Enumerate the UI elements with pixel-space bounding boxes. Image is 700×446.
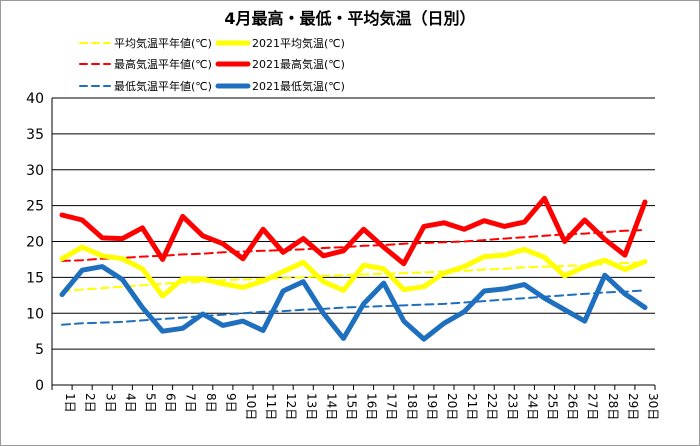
x-tick-label: 20日 xyxy=(445,393,459,420)
x-tick-label: 19日 xyxy=(425,393,439,420)
x-tick-label: 7日 xyxy=(184,393,198,413)
legend: 平均気温平年値(℃) 2021平均気温(℃) 最高気温平年値(℃) 2021最高気温(… xyxy=(79,36,345,93)
x-tick-label: 11日 xyxy=(264,393,278,420)
chart-title: 4月最高・最低・平均気温（日別） xyxy=(224,9,475,28)
plot-series xyxy=(59,195,648,342)
x-tick-label: 30日 xyxy=(646,393,660,420)
y-tick-label: 40 xyxy=(26,91,44,107)
x-tick-label: 16日 xyxy=(365,393,379,420)
y-tick-label: 30 xyxy=(26,163,44,179)
legend-label: 2021最高気温(℃) xyxy=(252,57,345,71)
x-tick-label: 18日 xyxy=(405,393,419,420)
x-tick-label: 21日 xyxy=(465,393,479,420)
y-tick-label: 5 xyxy=(35,342,44,358)
x-tick-label: 23日 xyxy=(505,393,519,420)
x-tick-label: 14日 xyxy=(324,393,338,420)
x-tick-label: 24日 xyxy=(525,393,539,420)
x-tick-label: 10日 xyxy=(244,393,258,420)
x-tick-label: 9日 xyxy=(224,393,238,413)
x-tick-label: 15日 xyxy=(344,393,358,420)
x-tick-label: 25日 xyxy=(545,393,559,420)
x-tick-label: 3日 xyxy=(103,393,117,413)
legend-label: 最低気温平年値(℃) xyxy=(114,79,212,93)
x-tick-label: 2日 xyxy=(83,393,97,413)
y-tick-label: 35 xyxy=(26,127,44,143)
series-line-3 xyxy=(59,195,648,267)
x-tick-label: 27日 xyxy=(586,393,600,420)
y-tick-label: 20 xyxy=(26,235,44,251)
x-tick-label: 8日 xyxy=(204,393,218,413)
legend-label: 最高気温平年値(℃) xyxy=(114,57,212,71)
series-line-1 xyxy=(59,244,648,299)
legend-label: 2021平均気温(℃) xyxy=(252,36,345,50)
x-tick-label: 13日 xyxy=(304,393,318,420)
y-tick-label: 10 xyxy=(26,306,44,322)
y-tick-label: 0 xyxy=(35,378,44,394)
x-tick-label: 6日 xyxy=(164,393,178,413)
x-tick-label: 1日 xyxy=(63,393,77,413)
series-line-4 xyxy=(61,289,646,326)
legend-label: 2021最低気温(℃) xyxy=(252,79,345,93)
x-tick-label: 12日 xyxy=(284,393,298,420)
x-tick-label: 4日 xyxy=(123,393,137,413)
y-axis: 0 5 10 15 20 25 30 35 40 xyxy=(26,91,53,394)
y-tick-label: 25 xyxy=(26,199,44,215)
x-axis: 1日 2日 3日 4日 5日 6日 7日 8日 9日 10日 11日 12日 13日 14日 15日 16日 1… xyxy=(51,384,660,420)
y-tick-label: 15 xyxy=(26,270,44,286)
x-tick-label: 28日 xyxy=(606,393,620,420)
x-tick-label: 26日 xyxy=(566,393,580,420)
series-line-5 xyxy=(59,264,648,342)
x-tick-label: 29日 xyxy=(626,393,640,420)
legend-label: 平均気温平年値(℃) xyxy=(114,36,212,50)
x-tick-label: 17日 xyxy=(385,393,399,420)
x-tick-label: 22日 xyxy=(485,393,499,420)
x-tick-label: 5日 xyxy=(143,393,157,413)
